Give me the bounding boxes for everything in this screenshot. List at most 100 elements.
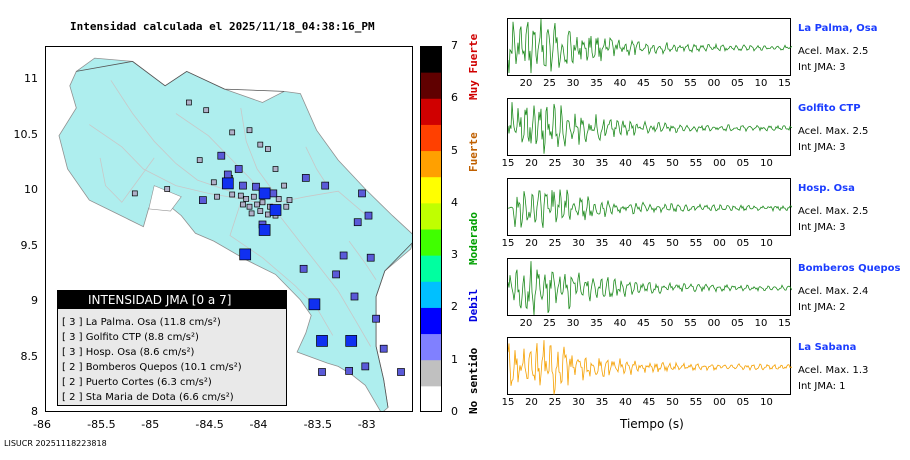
time-tick: 20 [519,318,533,329]
legend-item: [ 3 ] La Palma. Osa (11.8 cm/s²) [62,317,221,328]
time-tick: 00 [707,318,721,329]
time-tick: 35 [590,78,603,89]
station-marker [217,151,226,160]
road-line [348,240,377,281]
colorbar-tick: 2 [451,300,458,314]
station-marker [199,196,207,204]
station-marker [234,165,243,173]
longitude-tick: -84.5 [195,418,224,431]
station-marker [299,264,308,273]
colorbar-segment [420,46,442,73]
station-peak-accel: Acel. Max. 2.5 [798,46,869,57]
map-canvas [58,57,412,411]
station-marker [361,362,370,371]
station-marker [237,192,244,199]
colorbar-segment [420,150,442,178]
station-marker [321,181,330,190]
station-intensity: Int JMA: 1 [798,381,846,392]
station-marker [240,201,246,208]
trace-waveform [508,102,792,154]
station-marker [221,177,234,190]
road-line [110,80,231,192]
station-name: La Sabana [798,342,857,353]
longitude-tick: -84 [249,418,268,431]
time-tick: 05 [736,158,750,169]
time-tick: 50 [666,397,679,408]
station-peak-accel: Acel. Max. 1.3 [798,365,869,376]
station-marker [246,127,253,134]
station-marker [272,166,279,172]
road-line [240,107,274,192]
station-peak-accel: Acel. Max. 2.5 [798,206,869,217]
time-tick: 55 [684,318,697,329]
station-marker [332,270,340,279]
trace-waveform [508,340,792,395]
time-tick: 15 [501,158,515,169]
latitude-tick: 9 [31,294,38,308]
station-marker [223,170,232,179]
colorbar-category: Moderado [467,212,480,265]
station-marker [250,193,257,200]
station-marker [259,199,266,206]
seismogram-trace [507,18,792,76]
station-marker [265,146,271,152]
colorbar-segment [420,281,442,308]
station-marker [248,210,255,217]
legend-item: [ 3 ] Hosp. Osa (8.6 cm/s²) [62,347,195,358]
colorbar-tick: 0 [451,405,458,418]
latitude-tick: 8 [31,405,38,418]
station-marker [339,251,348,260]
colorbar-segment [420,202,442,230]
waveform-line [508,189,792,228]
station-marker [379,344,388,353]
time-tick: 05 [736,397,750,408]
trace-time-ticks: 15 20 25 30 35 40 45 50 55 00 05 10 [500,238,800,250]
colorbar-segment [420,124,442,152]
seismogram-trace [507,258,792,316]
colorbar-border [420,46,442,412]
trace-time-ticks: 15 20 25 30 35 40 45 50 55 00 05 10 [500,397,800,409]
station-marker [246,203,253,210]
trace-time-ticks: 20 25 30 35 40 45 50 55 00 05 10 15 [500,78,800,90]
time-tick: 25 [543,318,556,329]
time-tick: 15 [501,238,515,249]
costa-rica-landmass [58,57,412,411]
station-marker [308,298,321,311]
latitude-tick: 11 [24,72,38,86]
gulf-of-nicoya [148,185,182,212]
time-tick: 45 [642,238,656,249]
station-marker [318,368,326,376]
time-tick: 15 [501,397,515,408]
waveform-line [508,102,792,154]
time-tick: 30 [566,318,580,329]
colorbar-segment [420,385,442,412]
seismogram-trace [507,178,792,236]
trace-waveform [508,19,792,74]
station-marker [316,335,328,347]
intensity-legend: INTENSIDAD JMA [0 a 7] [ 3 ] La Palma. O… [57,290,287,406]
station-marker [397,368,405,376]
station-marker [301,174,310,182]
time-tick: 45 [637,318,650,329]
time-axis-label: Tiempo (s) [620,417,684,431]
time-tick: 25 [548,158,562,169]
border-nicaragua [76,60,285,92]
station-marker [203,107,210,114]
latitude-tick: 9.5 [20,238,39,252]
colorbar-category: Muy Fuerte [467,33,480,100]
longitude-tick: -86 [33,418,51,431]
station-marker [286,197,293,203]
colorbar-tick: 3 [451,248,458,262]
colorbar-segment [420,72,442,99]
station-marker [239,181,247,190]
time-tick: 05 [736,238,750,249]
colorbar-tick: 1 [451,352,458,366]
time-tick: 25 [548,397,562,408]
station-marker [269,189,278,198]
station-marker [229,191,236,198]
time-tick: 30 [572,158,585,169]
station-intensity: Int JMA: 3 [798,222,846,233]
colorbar-tick: 7 [451,39,458,52]
station-name: Golfito CTP [798,103,861,114]
time-tick: 40 [619,158,632,169]
